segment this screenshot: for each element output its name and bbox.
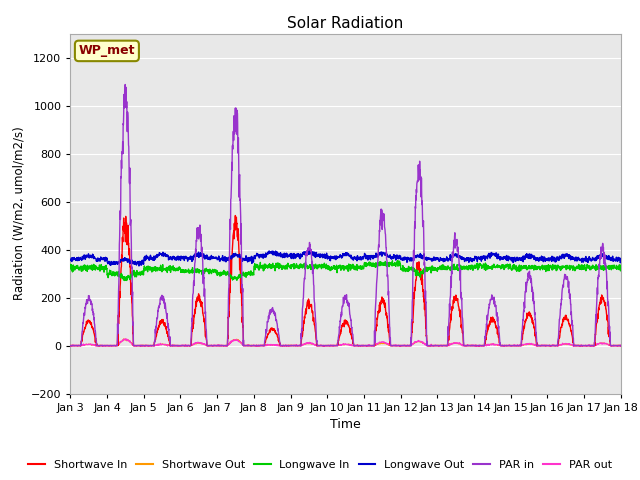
- Y-axis label: Radiation (W/m2, umol/m2/s): Radiation (W/m2, umol/m2/s): [12, 127, 26, 300]
- X-axis label: Time: Time: [330, 418, 361, 431]
- Title: Solar Radiation: Solar Radiation: [287, 16, 404, 31]
- Text: WP_met: WP_met: [79, 44, 135, 58]
- Legend: Shortwave In, Shortwave Out, Longwave In, Longwave Out, PAR in, PAR out: Shortwave In, Shortwave Out, Longwave In…: [24, 456, 616, 474]
